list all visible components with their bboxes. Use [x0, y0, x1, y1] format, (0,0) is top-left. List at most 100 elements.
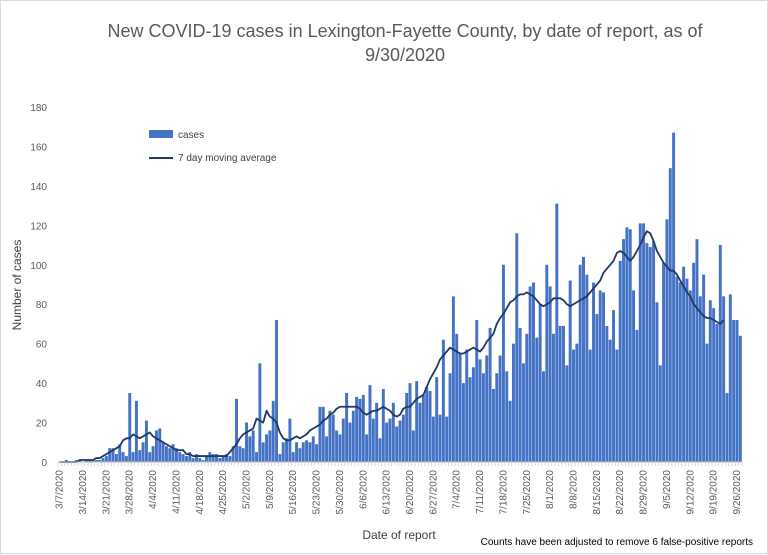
bar	[401, 414, 405, 462]
bar	[622, 239, 626, 462]
bar	[355, 396, 359, 462]
bar	[725, 392, 729, 462]
bar	[268, 430, 272, 462]
x-tick-label: 3/21/2020	[101, 470, 112, 515]
bar	[184, 456, 188, 462]
bar	[221, 456, 225, 462]
x-tick-label: 8/29/2020	[639, 470, 650, 515]
y-tick-label: 120	[30, 221, 47, 232]
bar	[508, 400, 512, 462]
x-tick-label: 4/11/2020	[171, 470, 182, 514]
bar	[64, 460, 68, 462]
x-tick-label: 7/18/2020	[498, 470, 509, 515]
bar	[645, 243, 649, 462]
bar	[241, 448, 245, 462]
bar	[151, 446, 155, 462]
bar	[552, 333, 555, 462]
bar	[411, 430, 415, 462]
bar	[108, 448, 112, 462]
y-tick-label: 180	[30, 103, 47, 114]
bar	[555, 203, 559, 462]
x-axis-label: Date of report	[362, 528, 436, 542]
chart-footnote: Counts have been adjusted to remove 6 fa…	[480, 537, 753, 548]
bar	[285, 438, 289, 462]
x-tick-label: 6/13/2020	[382, 470, 393, 515]
y-tick-label: 60	[36, 340, 48, 351]
x-tick-label: 5/23/2020	[312, 470, 323, 515]
x-tick-label: 7/11/2020	[475, 470, 486, 514]
bar	[101, 458, 105, 462]
bar	[461, 383, 465, 462]
bar	[702, 274, 706, 462]
bar	[278, 454, 282, 462]
bar	[418, 402, 422, 462]
bar	[485, 355, 489, 462]
legend: cases 7 day moving average	[149, 130, 277, 164]
bar	[471, 367, 475, 462]
bar	[238, 446, 242, 462]
bar	[615, 349, 619, 462]
bar	[104, 456, 108, 462]
x-tick-label: 4/25/2020	[218, 470, 229, 515]
bar	[134, 400, 138, 462]
bar	[121, 452, 125, 462]
x-tick-label: 7/25/2020	[522, 470, 533, 515]
bar	[455, 333, 459, 462]
x-tick-label: 4/4/2020	[148, 470, 159, 509]
bar	[642, 223, 646, 462]
x-tick-label: 7/4/2020	[452, 470, 463, 509]
bar	[371, 418, 375, 462]
bar	[632, 290, 636, 462]
bar	[245, 422, 248, 462]
bar	[525, 333, 529, 462]
bar	[271, 400, 275, 462]
x-tick-label: 4/18/2020	[195, 470, 206, 515]
bar	[365, 434, 369, 462]
bar	[128, 392, 132, 462]
bar	[201, 460, 205, 462]
y-axis-label: Number of cases	[10, 240, 24, 331]
bar	[678, 282, 682, 462]
bar	[368, 385, 372, 462]
bar	[672, 132, 676, 462]
bar	[438, 414, 442, 462]
bar	[495, 373, 499, 462]
bar	[582, 256, 585, 462]
bar	[281, 442, 285, 462]
bar	[161, 442, 165, 462]
bar	[381, 389, 385, 462]
bar	[141, 442, 145, 462]
bar	[708, 300, 712, 462]
bar	[728, 294, 732, 462]
bar	[598, 290, 602, 462]
bar	[685, 278, 689, 462]
y-tick-label: 100	[30, 261, 47, 272]
bar	[265, 434, 269, 462]
bar	[231, 446, 235, 462]
bar	[148, 452, 152, 462]
bar	[335, 430, 339, 462]
bar	[298, 448, 302, 462]
bar	[695, 239, 699, 462]
x-tick-label: 5/16/2020	[288, 470, 299, 515]
bar	[468, 377, 472, 462]
bar	[665, 219, 669, 462]
bar	[408, 383, 412, 462]
bar	[391, 402, 395, 462]
bar	[431, 416, 435, 462]
x-tick-label: 5/30/2020	[335, 470, 346, 515]
bar	[275, 320, 279, 462]
bar	[198, 458, 202, 462]
bar	[338, 434, 342, 462]
bar	[225, 454, 228, 462]
bar	[395, 426, 399, 462]
y-tick-label: 80	[36, 300, 48, 311]
bar	[565, 365, 569, 462]
y-tick-label: 40	[36, 379, 48, 390]
bar	[228, 456, 232, 462]
bar	[385, 422, 389, 462]
bar	[318, 406, 322, 462]
bar	[712, 308, 716, 462]
bar	[205, 456, 208, 462]
